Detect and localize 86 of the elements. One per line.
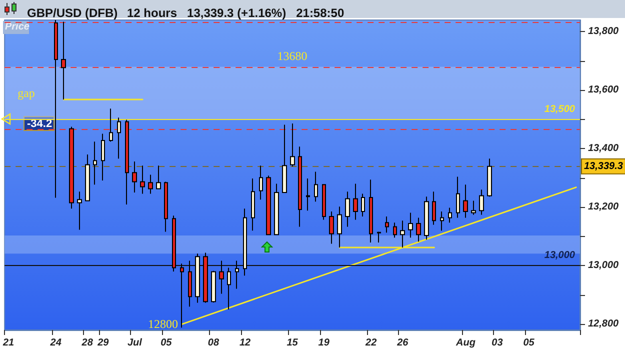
candlestick <box>471 200 476 216</box>
ref-line-label: 13680 <box>277 48 308 63</box>
candlestick <box>385 216 389 234</box>
candlestick <box>180 263 184 328</box>
candlestick <box>211 270 216 304</box>
y-tick-label: 13,000 <box>588 260 620 272</box>
candlestick <box>369 179 373 244</box>
candlestick <box>235 260 239 290</box>
x-tick-label: 21 <box>2 338 15 348</box>
candlestick <box>416 217 421 242</box>
candlestick <box>377 231 381 244</box>
candlestick <box>322 184 326 220</box>
x-tick-label: 19 <box>318 338 330 348</box>
candlestick <box>274 183 279 236</box>
candlestick <box>290 123 295 168</box>
candlestick <box>487 158 492 198</box>
candlestick <box>306 178 310 212</box>
chart-title: GBP/USD (DFB) <box>27 6 118 20</box>
candlestick <box>164 181 168 232</box>
candlestick <box>463 184 468 218</box>
candlestick <box>479 189 484 216</box>
x-tick-label: 12 <box>239 338 252 348</box>
x-tick-label: 26 <box>396 338 409 348</box>
candlestick <box>337 206 342 248</box>
candlestick <box>456 176 460 218</box>
y-tick-label: 12,800 <box>588 318 620 330</box>
x-tick-label: 15 <box>286 338 298 348</box>
candlestick <box>219 260 224 294</box>
x-tick-label: 24 <box>49 338 62 348</box>
candlestick <box>282 124 287 194</box>
x-tick-label: 08 <box>208 338 220 348</box>
candlestick <box>353 183 358 220</box>
candlestick <box>132 161 137 194</box>
candlestick <box>361 193 365 218</box>
candlestick <box>156 165 161 190</box>
candlestick <box>259 165 263 200</box>
candlestick <box>195 253 200 304</box>
candlestick <box>329 211 334 244</box>
candlestick <box>109 108 113 142</box>
candlestick <box>448 207 452 224</box>
candlestick <box>298 146 302 228</box>
candlestick <box>117 117 121 160</box>
candlestick <box>408 212 413 238</box>
candlestick <box>61 21 66 100</box>
candlestick <box>69 126 74 210</box>
ref-line-label: 13,339.3 <box>584 160 624 172</box>
candlestick <box>314 171 318 202</box>
candlestick <box>172 215 176 272</box>
band-label: gap <box>18 86 35 100</box>
candlestick <box>101 133 105 182</box>
candlestick <box>54 20 58 198</box>
candlestick <box>188 260 192 308</box>
candlestick <box>93 141 97 186</box>
x-tick-label: 05 <box>523 338 535 348</box>
data-label: 12800 <box>148 317 178 332</box>
candlestick <box>77 191 82 230</box>
x-tick-label: 28 <box>80 338 94 348</box>
candlestick <box>140 165 145 194</box>
x-tick-label: 03 <box>492 338 504 348</box>
candlestick <box>203 252 208 304</box>
candlestick <box>424 196 429 240</box>
x-tick-label: Jul <box>127 338 142 348</box>
candlestick <box>345 191 350 228</box>
x-tick-label: Aug <box>454 338 476 348</box>
x-tick-label: 29 <box>96 338 110 348</box>
y-tick-label: 13,400 <box>588 143 620 154</box>
candlestick <box>85 154 90 202</box>
candlestick <box>251 178 255 232</box>
x-tick-label: 22 <box>364 338 378 348</box>
candlestick <box>432 191 436 226</box>
candlestick <box>243 208 247 276</box>
candlestick <box>400 220 405 248</box>
y-tick-label: 13,800 <box>588 26 620 38</box>
candlestick <box>440 211 444 232</box>
chart-subtitle: 12 hours 13,339.3 (+1.16%) 21:58:50 <box>127 6 344 20</box>
candlestick <box>266 175 271 236</box>
ref-line-label: 13,500 <box>544 104 576 115</box>
y-tick-label: 13,600 <box>588 84 620 96</box>
annotation: Price <box>5 22 30 32</box>
candlestick <box>393 222 397 238</box>
candlestick <box>148 174 153 194</box>
x-tick-label: 05 <box>160 338 172 348</box>
candlestick <box>125 119 129 206</box>
candlestick <box>227 267 231 310</box>
ref-line-label: 13,000 <box>544 250 576 262</box>
y-tick-label: 13,200 <box>588 202 620 213</box>
